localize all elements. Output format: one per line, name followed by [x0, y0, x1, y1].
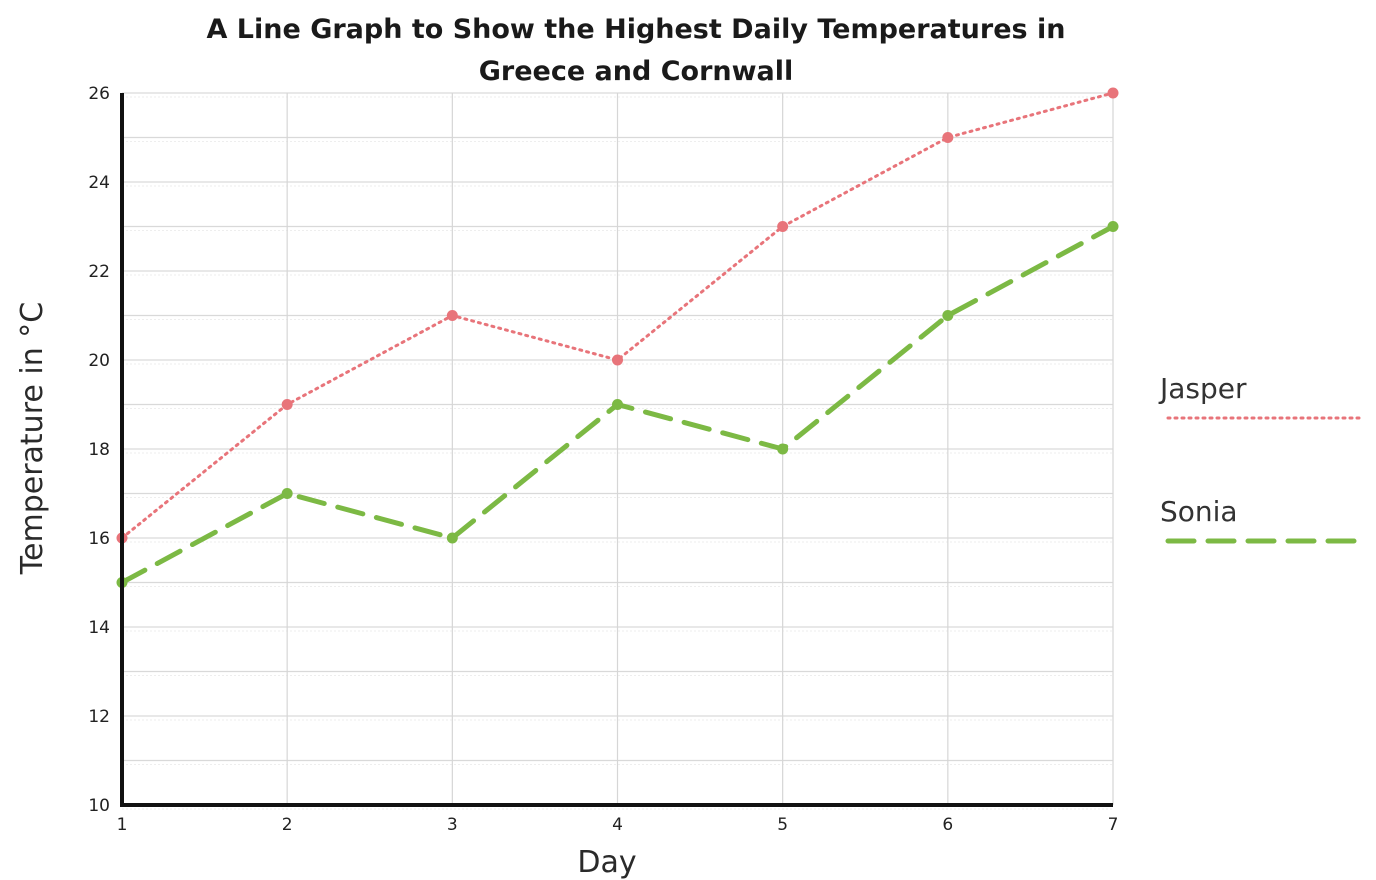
data-point-jasper: [281, 399, 293, 410]
y-tick-label: 20: [88, 351, 110, 371]
x-tick-label: 4: [612, 815, 623, 835]
data-point-sonia: [942, 310, 954, 321]
y-tick-label: 14: [88, 618, 110, 638]
y-tick-label: 10: [88, 796, 110, 816]
legend-label-sonia: Sonia: [1160, 495, 1238, 528]
x-axis-label: Day: [577, 845, 636, 880]
y-tick-label: 12: [88, 707, 110, 727]
data-point-sonia: [1107, 221, 1119, 232]
y-tick-label: 16: [88, 529, 110, 549]
data-point-sonia: [612, 399, 623, 410]
x-tick-label: 2: [282, 815, 293, 835]
grid-lines: [121, 92, 1114, 810]
x-tick-label: 5: [777, 815, 788, 835]
x-tick-label: 6: [942, 815, 953, 835]
data-point-sonia: [446, 532, 458, 544]
data-point-sonia: [777, 443, 789, 455]
series-layer: [116, 87, 1119, 588]
data-point-jasper: [446, 310, 458, 321]
y-tick-label: 24: [88, 173, 110, 193]
y-axis-label: Temperature in °C: [15, 302, 50, 575]
data-point-jasper: [942, 132, 954, 143]
y-tick-label: 26: [88, 84, 110, 104]
data-point-sonia: [281, 488, 293, 499]
y-tick-label: 22: [88, 262, 110, 282]
x-tick-label: 1: [117, 815, 128, 835]
chart-title-line-2: Greece and Cornwall: [479, 56, 794, 87]
y-tick-label: 18: [88, 440, 110, 460]
data-point-jasper: [1107, 87, 1119, 99]
data-point-jasper: [777, 221, 789, 232]
chart-title-line-1: A Line Graph to Show the Highest Daily T…: [207, 14, 1066, 45]
legend-label-jasper: Jasper: [1158, 372, 1247, 405]
axes: [120, 93, 1113, 807]
x-tick-label: 3: [447, 815, 458, 835]
legend: Jasper Sonia: [1158, 372, 1365, 544]
data-point-jasper: [612, 354, 623, 366]
x-tick-label: 7: [1108, 815, 1119, 835]
